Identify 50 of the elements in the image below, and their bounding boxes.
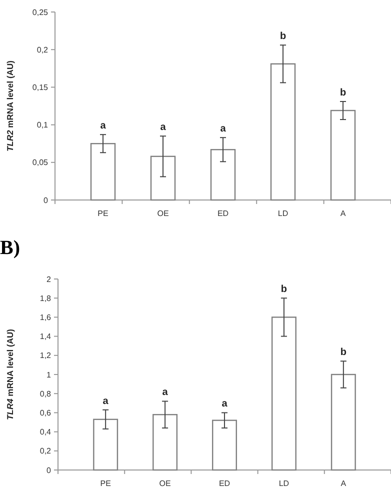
- y-tick-label: 0: [46, 466, 52, 475]
- y-tick-label: 1,4: [40, 332, 52, 342]
- annotation: b: [340, 87, 346, 98]
- annotation: b: [280, 284, 288, 296]
- annotation: a: [222, 398, 228, 410]
- y-tick-label: 0,1: [36, 120, 49, 130]
- bar: [90, 143, 116, 201]
- x-tick-label: A: [340, 209, 346, 218]
- y-tick-label: 0,05: [32, 158, 49, 168]
- annotation: a: [100, 120, 106, 132]
- y-tick-label: 0,8: [40, 389, 52, 398]
- x-tick-label: PE: [100, 479, 111, 488]
- y-tick-label: 0,6: [40, 408, 52, 418]
- x-tick-label: ED: [218, 479, 230, 488]
- annotation: b: [280, 31, 286, 42]
- y-axis-title: TLR4 mRNA level (AU): [5, 328, 15, 420]
- bar: [150, 156, 176, 201]
- y-tick-label: 0: [44, 196, 49, 205]
- annotation: a: [220, 124, 226, 135]
- y-tick-label: 1,8: [40, 294, 52, 303]
- y-tick-label: 1: [46, 370, 52, 380]
- y-tick-label: 0,2: [40, 446, 52, 456]
- y-tick-label: 2: [46, 274, 52, 284]
- chart-title: B): [0, 237, 20, 259]
- x-tick-label: OE: [157, 209, 169, 218]
- bar: [212, 420, 237, 471]
- bar: [152, 414, 178, 471]
- y-tick-label: 0,15: [32, 83, 49, 92]
- bar: [270, 63, 296, 201]
- x-tick-label: LD: [278, 209, 288, 218]
- bar: [330, 110, 356, 201]
- x-tick-label: LD: [278, 479, 290, 488]
- y-tick-label: 0,4: [40, 428, 52, 437]
- annotation: a: [160, 122, 166, 134]
- x-tick-label: ED: [217, 209, 229, 218]
- annotation: a: [162, 387, 168, 398]
- bar: [93, 418, 118, 471]
- y-tick-label: 1,6: [40, 313, 52, 322]
- y-tick-label: 0,2: [36, 45, 49, 54]
- y-tick-label: 0,25: [32, 8, 49, 17]
- x-tick-label: OE: [159, 479, 171, 488]
- y-tick-label: 1,2: [40, 351, 52, 360]
- x-tick-label: A: [340, 479, 347, 488]
- bar: [271, 316, 296, 471]
- annotation: a: [102, 396, 109, 407]
- bar: [210, 149, 236, 201]
- bar: [330, 374, 356, 471]
- annotation: b: [340, 347, 346, 358]
- y-axis-title: TLR2 mRNA level (AU): [5, 60, 15, 152]
- x-tick-label: PE: [98, 209, 108, 218]
